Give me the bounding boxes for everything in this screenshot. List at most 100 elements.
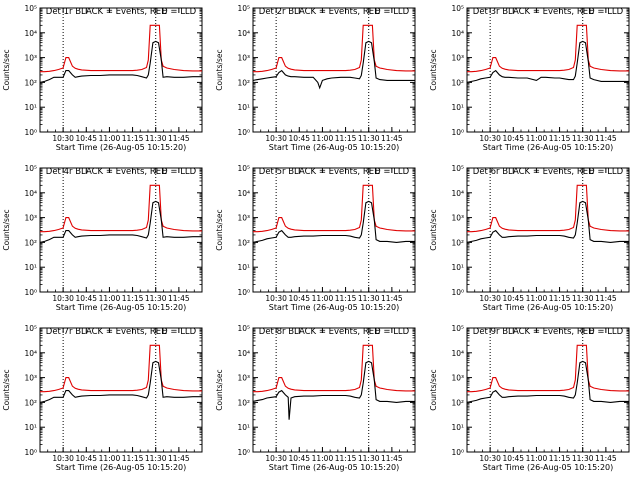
x-tick-label: 10:30 [265,134,287,143]
x-tick-label: 11:45 [168,454,190,463]
y-tick-label: 10⁴ [237,189,250,198]
y-tick-label: 10⁴ [451,29,464,38]
y-tick-label: 10⁵ [451,324,464,333]
y-tick-label: 10³ [451,374,464,383]
y-tick-label: 10³ [24,374,37,383]
y-tick-label: 10⁰ [24,448,37,457]
x-tick-label: 11:15 [122,454,144,463]
series-events-line [39,40,202,83]
x-tick-label: 11:45 [168,294,190,303]
x-tick-label: 10:30 [479,134,501,143]
y-tick-label: 10⁰ [237,128,250,137]
x-tick-label: 11:15 [335,454,357,463]
y-tick-label: 10² [24,238,37,247]
x-tick-label: 11:30 [358,294,380,303]
y-tick-label: 10⁰ [451,128,464,137]
x-axis-label: Start Time (26-Aug-05 10:15:20) [269,143,400,152]
y-axis-label: Counts/sec [2,369,11,410]
x-axis-label: Start Time (26-Aug-05 10:15:20) [483,143,614,152]
y-tick-label: 10⁴ [24,349,37,358]
y-tick-label: 10² [237,78,250,87]
x-tick-label: 11:00 [312,454,334,463]
y-tick-label: 10⁴ [451,189,464,198]
series-lld-line [253,184,415,233]
x-tick-label: 11:00 [526,294,548,303]
chart-title: Det 5r BLACK = Events, RED = LLD [259,167,410,177]
y-tick-label: 10² [237,398,250,407]
plot-frame [466,167,630,293]
y-tick-label: 10⁴ [237,29,250,38]
y-tick-label: 10⁰ [451,448,464,457]
y-tick-label: 10² [24,78,37,87]
y-tick-label: 10⁵ [237,4,250,13]
x-tick-label: 10:45 [502,134,524,143]
x-tick-label: 11:00 [526,134,548,143]
x-tick-label: 11:00 [312,294,334,303]
plot-frame [252,7,416,133]
y-tick-label: 10⁰ [451,288,464,297]
series-lld-line [40,24,202,73]
series-lld-line [467,344,629,393]
series-lld-line [253,24,415,73]
x-tick-label: 11:00 [99,294,121,303]
series-events-line [466,200,629,243]
x-tick-label: 11:45 [381,134,403,143]
y-axis-label: Counts/sec [215,209,224,250]
y-axis-label: Counts/sec [2,209,11,250]
x-axis-label: Start Time (26-Aug-05 10:15:20) [483,303,614,312]
y-tick-label: 10³ [237,374,250,383]
x-tick-label: 11:45 [168,134,190,143]
x-tick-label: 11:15 [549,454,571,463]
y-tick-label: 10¹ [24,103,37,112]
x-tick-label: 11:15 [549,294,571,303]
x-tick-label: 11:00 [312,134,334,143]
chart-title: Det 4r BLACK = Events, RED = LLD [46,167,197,177]
x-tick-label: 10:45 [288,294,310,303]
x-tick-label: 11:30 [145,454,167,463]
plot-frame [466,7,630,133]
annotation-e: E [375,327,380,337]
series-events-line [252,360,415,420]
y-tick-label: 10⁴ [24,189,37,198]
plot-frame [39,7,203,133]
x-tick-label: 11:15 [335,294,357,303]
x-tick-label: 11:15 [335,134,357,143]
x-tick-label: 10:30 [52,294,74,303]
x-tick-label: 11:00 [99,134,121,143]
y-tick-label: 10⁵ [24,4,37,13]
series-lld-line [467,24,629,73]
y-tick-label: 10³ [24,214,37,223]
series-lld-line [40,344,202,393]
y-tick-label: 10² [451,78,464,87]
x-tick-label: 11:45 [595,134,617,143]
annotation-e: E [589,167,594,177]
y-tick-label: 10² [451,398,464,407]
y-tick-label: 10² [24,398,37,407]
x-tick-label: 10:30 [52,454,74,463]
annotation-e: E [589,7,594,17]
x-tick-label: 10:30 [479,454,501,463]
y-tick-label: 10² [237,238,250,247]
plot-frame [252,167,416,293]
x-tick-label: 11:30 [358,454,380,463]
x-tick-label: 10:30 [265,454,287,463]
y-axis-label: Counts/sec [215,369,224,410]
chart-title: Det 1r BLACK = Events, RED = LLD [46,7,197,17]
y-tick-label: 10⁰ [237,448,250,457]
x-axis-label: Start Time (26-Aug-05 10:15:20) [483,463,614,472]
y-tick-label: 10³ [237,214,250,223]
x-tick-label: 10:45 [288,134,310,143]
x-tick-label: 11:15 [122,294,144,303]
y-tick-label: 10¹ [24,263,37,272]
y-tick-label: 10⁵ [237,324,250,333]
chart-title: Det 9r BLACK = Events, RED = LLD [473,327,624,337]
x-axis-label: Start Time (26-Aug-05 10:15:20) [56,303,187,312]
y-tick-label: 10¹ [237,103,250,112]
plot-frame [466,327,630,453]
